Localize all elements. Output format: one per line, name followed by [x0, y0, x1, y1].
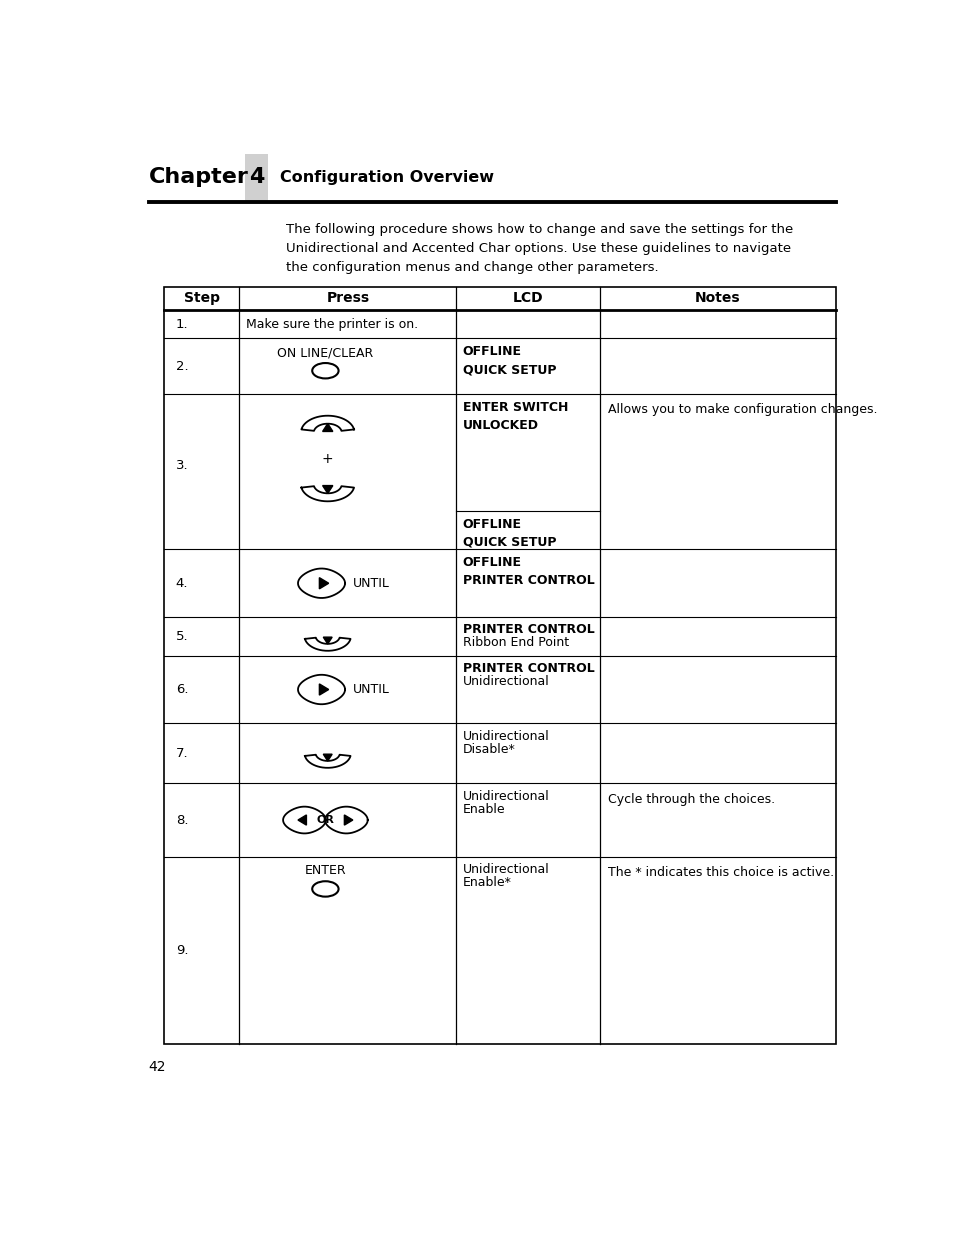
Bar: [164, 287, 835, 1044]
Text: 8.: 8.: [175, 814, 188, 826]
Polygon shape: [297, 568, 345, 598]
Polygon shape: [322, 485, 333, 494]
Text: The * indicates this choice is active.: The * indicates this choice is active.: [607, 866, 833, 879]
Text: Enable*: Enable*: [462, 876, 511, 889]
Polygon shape: [283, 806, 326, 834]
Text: Step: Step: [184, 291, 219, 305]
Polygon shape: [297, 815, 306, 825]
Polygon shape: [301, 487, 354, 501]
Text: ON LINE/CLEAR: ON LINE/CLEAR: [277, 346, 374, 359]
Text: OFFLINE
QUICK SETUP: OFFLINE QUICK SETUP: [462, 517, 556, 548]
Polygon shape: [305, 637, 350, 651]
Polygon shape: [319, 578, 329, 589]
Text: Unidirectional: Unidirectional: [462, 730, 549, 742]
Polygon shape: [297, 674, 345, 704]
Text: Disable*: Disable*: [462, 742, 515, 756]
Text: 6.: 6.: [175, 683, 188, 697]
Bar: [245, 154, 268, 203]
Text: PRINTER CONTROL: PRINTER CONTROL: [462, 662, 594, 674]
Text: Allows you to make configuration changes.: Allows you to make configuration changes…: [607, 403, 876, 416]
Text: 42: 42: [149, 1060, 166, 1073]
Text: The following procedure shows how to change and save the settings for the
Unidir: The following procedure shows how to cha…: [286, 222, 792, 274]
Text: 4: 4: [249, 168, 264, 188]
Text: Ribbon End Point: Ribbon End Point: [462, 636, 568, 650]
Polygon shape: [323, 755, 332, 761]
Polygon shape: [325, 806, 367, 834]
Text: UNTIL: UNTIL: [353, 683, 389, 697]
Text: ENTER SWITCH
UNLOCKED: ENTER SWITCH UNLOCKED: [462, 401, 567, 432]
Text: Notes: Notes: [695, 291, 740, 305]
Text: Make sure the printer is on.: Make sure the printer is on.: [245, 317, 417, 331]
Text: OR: OR: [316, 815, 334, 825]
Polygon shape: [319, 684, 329, 695]
Text: PRINTER CONTROL: PRINTER CONTROL: [462, 624, 594, 636]
Polygon shape: [305, 755, 350, 768]
Text: UNTIL: UNTIL: [353, 577, 389, 590]
Text: Unidirectional: Unidirectional: [462, 789, 549, 803]
Polygon shape: [344, 815, 353, 825]
Text: Press: Press: [326, 291, 369, 305]
Text: 4.: 4.: [175, 577, 188, 590]
Text: +: +: [321, 452, 334, 466]
Text: 5.: 5.: [175, 630, 189, 643]
Text: OFFLINE
PRINTER CONTROL: OFFLINE PRINTER CONTROL: [462, 556, 594, 588]
Text: Configuration Overview: Configuration Overview: [280, 170, 494, 185]
Polygon shape: [301, 416, 354, 431]
Text: 9.: 9.: [175, 944, 188, 957]
Text: LCD: LCD: [512, 291, 543, 305]
Text: Unidirectional: Unidirectional: [462, 674, 549, 688]
Text: Enable: Enable: [462, 803, 505, 815]
Text: 7.: 7.: [175, 747, 189, 760]
Polygon shape: [322, 424, 333, 431]
Polygon shape: [323, 637, 332, 643]
Text: Chapter: Chapter: [149, 168, 249, 188]
Text: 3.: 3.: [175, 459, 189, 472]
Text: 1.: 1.: [175, 317, 189, 331]
Text: OFFLINE
QUICK SETUP: OFFLINE QUICK SETUP: [462, 346, 556, 377]
Text: Cycle through the choices.: Cycle through the choices.: [607, 793, 774, 805]
Text: 2.: 2.: [175, 359, 189, 373]
Text: Unidirectional: Unidirectional: [462, 863, 549, 876]
Text: ENTER: ENTER: [304, 864, 346, 877]
